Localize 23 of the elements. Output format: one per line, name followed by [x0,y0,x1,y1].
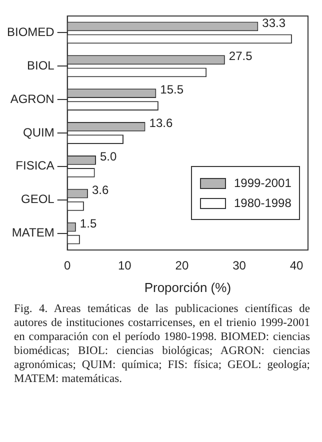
y-tick-label: MATEM [12,226,54,240]
x-tick-label: 10 [118,258,132,273]
data-label: 1.5 [80,216,97,230]
x-tick-label: 0 [64,258,71,273]
data-label: 15.5 [160,82,184,97]
x-axis-title: Proporción (%) [144,280,232,295]
text: 1980-1998 [234,196,292,210]
y-tick-label: AGRON [10,92,54,106]
data-label: 33.3 [262,16,286,30]
x-tick-label: 20 [175,258,189,273]
data-label: 13.6 [149,116,173,130]
caption: Fig. 4. Areas temáticas de las publicaciones científicas de autores de instituciones costarricenses, en el trienio 1999-2001 en comparación con el período 1980-1998. BIOMED: ciencias biomédicas; BIOL: ciencias biológicas; AGRON: ciencias agronómicas; QUIM: química; FIS: física; GEOL: geología; MATEM: matemáticas. [14,302,310,386]
x-tick-label: 30 [232,258,246,273]
y-tick-label: FISICA [16,158,54,173]
y-tick-label: QUIM [22,125,54,140]
legend-label: 1999-2001 [234,176,292,190]
data-label: 5.0 [100,149,117,164]
y-tick-label: GEOL [20,192,55,206]
x-tick-label: 40 [290,258,304,273]
data-label: 3.6 [92,182,109,197]
y-tick-label: BIOMED [6,25,55,40]
y-tick-label: BIOL [26,58,55,72]
data-label: 27.5 [228,49,253,64]
